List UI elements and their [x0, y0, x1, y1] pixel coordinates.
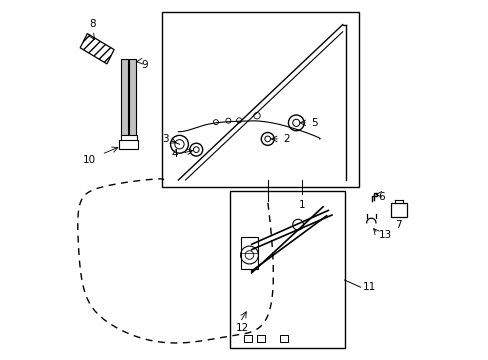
Text: 8: 8	[89, 19, 96, 29]
Text: 2: 2	[283, 134, 289, 144]
Text: 6: 6	[378, 192, 384, 202]
Bar	[230, 191, 344, 348]
Bar	[257, 336, 264, 342]
Bar	[119, 140, 138, 149]
Text: 4: 4	[171, 149, 178, 159]
Bar	[162, 12, 358, 187]
Bar	[241, 237, 258, 269]
Text: 5: 5	[310, 118, 317, 128]
Text: 12: 12	[235, 323, 248, 333]
Text: 13: 13	[378, 230, 391, 240]
Bar	[129, 59, 136, 137]
Text: 3: 3	[162, 134, 168, 144]
Bar	[121, 135, 136, 143]
Bar	[121, 59, 127, 137]
Bar	[244, 336, 252, 342]
Text: 7: 7	[395, 220, 401, 230]
Text: 11: 11	[363, 282, 376, 292]
Bar	[280, 336, 287, 342]
Text: 1: 1	[298, 200, 305, 210]
Text: 9: 9	[141, 60, 147, 70]
Text: 10: 10	[82, 155, 96, 165]
Polygon shape	[80, 33, 114, 64]
Bar	[390, 203, 406, 217]
